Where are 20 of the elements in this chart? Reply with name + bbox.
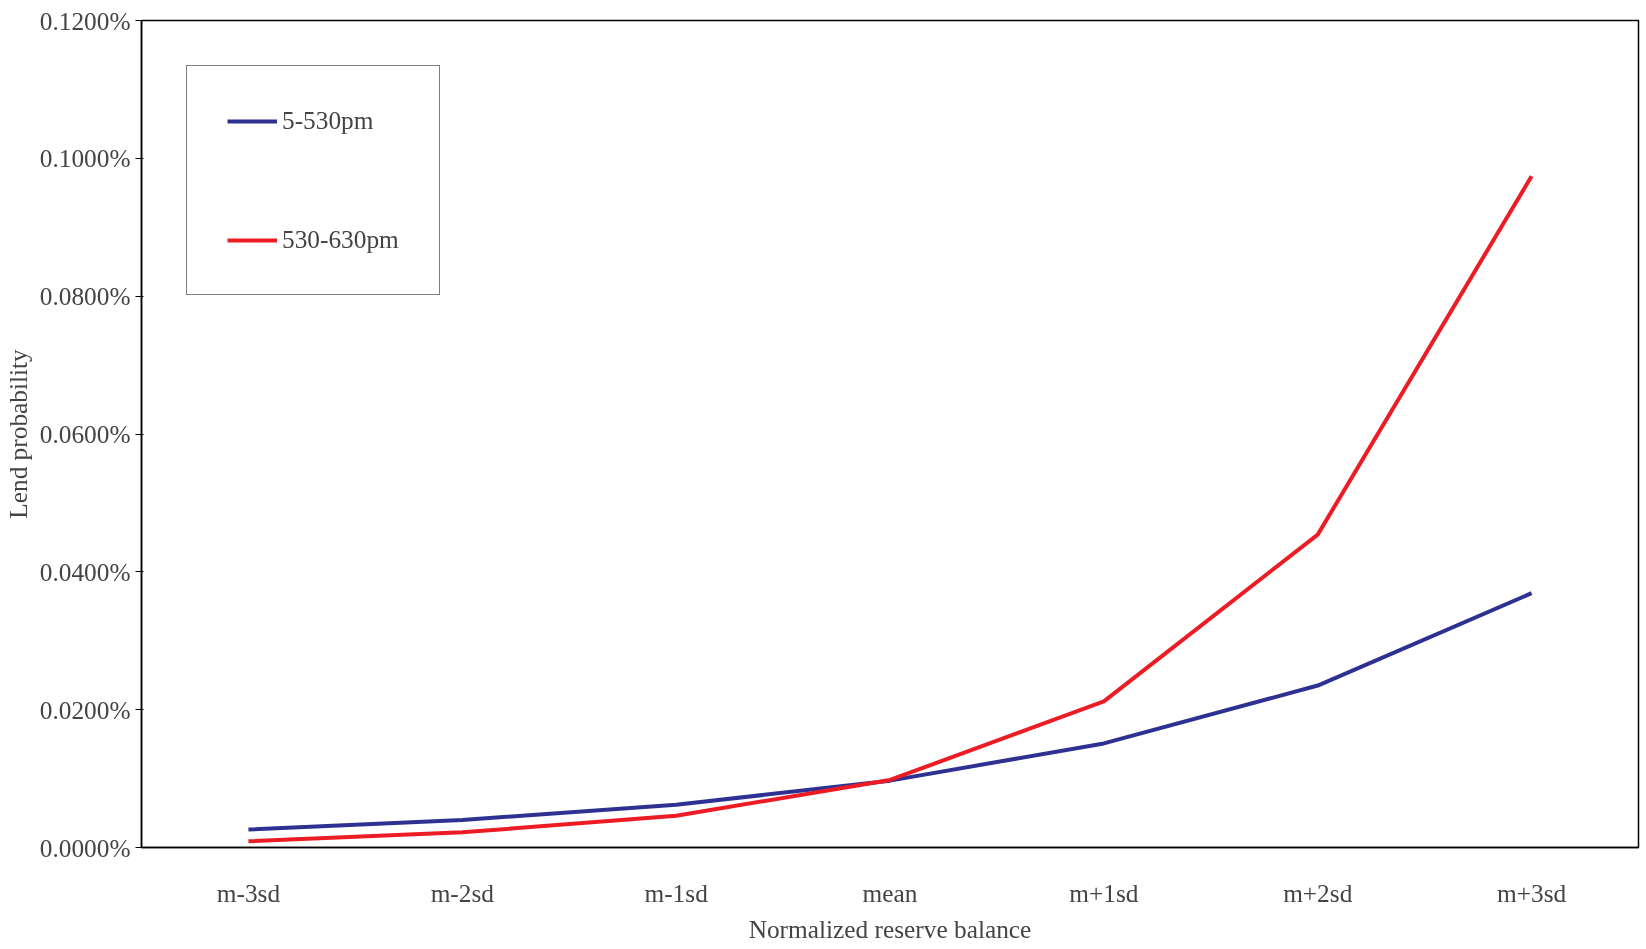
y-tick-label: 0.0000% [39,833,131,862]
legend-label: 530-630pm [282,225,399,254]
line-series [246,591,1534,832]
x-tick-label: m+2sd [1283,878,1353,907]
x-tick-label: m-3sd [216,878,281,907]
x-tick-label: m+1sd [1069,878,1139,907]
y-tick-label: 0.1200% [39,6,131,35]
y-tick-label: 0.0800% [39,282,131,311]
y-tick-label: 0.0400% [39,557,131,586]
legend-label: 5-530pm [282,106,374,135]
x-tick-label: m-1sd [644,878,709,907]
line-series [246,174,1534,844]
y-tick-label: 0.0200% [39,695,131,724]
y-tick-label: 0.1000% [39,144,131,173]
y-tick-label: 0.0600% [39,420,131,448]
x-tick-label: m-2sd [430,878,495,907]
x-axis-title: Normalized reserve balance [748,914,1032,943]
x-tick-label: m+3sd [1496,878,1567,907]
y-axis-title: Lend probability [3,348,32,519]
x-tick-label: mean [862,878,918,907]
